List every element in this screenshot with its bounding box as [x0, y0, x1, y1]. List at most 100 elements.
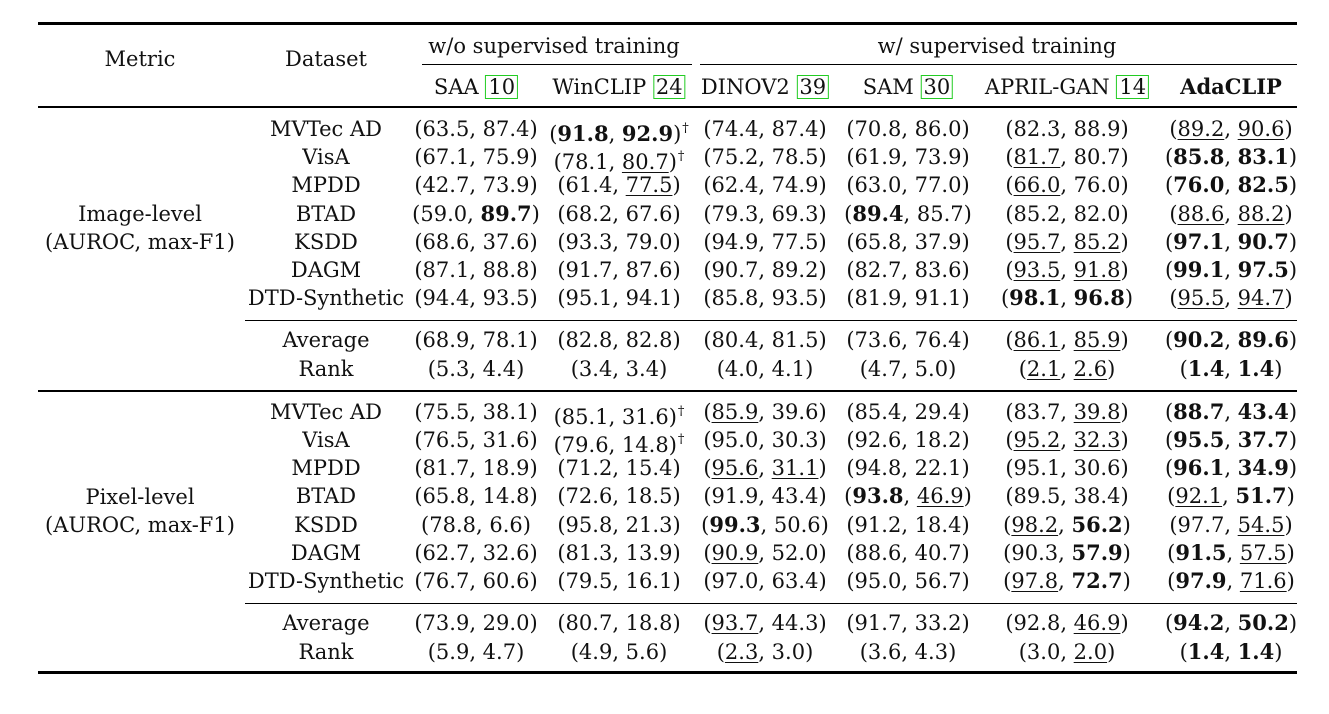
method-name: APRIL-GAN: [984, 75, 1110, 99]
auroc-value: 81.9: [854, 286, 902, 310]
auroc-value: 93.5: [1013, 258, 1061, 282]
auroc-value: 1.4: [1187, 356, 1225, 381]
f1-value: 32.3: [1073, 428, 1121, 452]
auroc-value: 88.6: [1177, 202, 1225, 226]
auroc-value: 68.6: [422, 230, 470, 254]
table-cell: (79.5, 16.1): [557, 569, 681, 593]
summary-label: Average: [282, 328, 370, 352]
auroc-value: 79.5: [565, 569, 613, 593]
f1-value: 29.0: [482, 611, 530, 635]
auroc-value: 99.3: [709, 512, 761, 537]
citation-box: 39: [796, 75, 830, 99]
f1-value: 91.1: [914, 286, 962, 310]
f1-value: 74.9: [771, 173, 819, 197]
auroc-value: 62.4: [711, 173, 759, 197]
table-cell: (3.6, 4.3): [859, 640, 957, 664]
auroc-value: 3.6: [867, 640, 902, 664]
table-cell: (63.5, 87.4): [414, 117, 538, 141]
auroc-value: 81.3: [565, 541, 613, 565]
auroc-value: 68.9: [422, 328, 470, 352]
auroc-value: 94.9: [711, 230, 759, 254]
method-name: SAA: [433, 75, 479, 99]
table-cell: (70.8, 86.0): [846, 117, 970, 141]
auroc-value: 95.0: [854, 569, 902, 593]
table-cell: (88.7, 43.4): [1164, 399, 1298, 424]
dataset-name: DAGM: [290, 258, 362, 282]
table-cell: (75.5, 38.1): [414, 400, 538, 424]
table-cell: (87.1, 88.8): [414, 258, 538, 282]
table-cell: (79.3, 69.3): [703, 202, 827, 226]
f1-value: 88.9: [1073, 117, 1121, 141]
f1-value: 63.4: [771, 569, 819, 593]
auroc-value: 3.0: [1026, 640, 1061, 664]
metric-header: Metric: [104, 47, 176, 71]
table-cell: (76.5, 31.6): [414, 428, 538, 452]
method-name: AdaCLIP: [1180, 74, 1282, 99]
citation-box: 24: [652, 75, 686, 99]
group-rule-sup: [700, 64, 1297, 65]
table-cell: (91.2, 18.4): [846, 513, 970, 537]
f1-value: 86.0: [914, 117, 962, 141]
f1-value: 57.9: [1071, 540, 1123, 565]
auroc-value: 85.8: [711, 286, 759, 310]
auroc-value: 97.7: [1177, 513, 1225, 537]
auroc-value: 95.8: [565, 513, 613, 537]
dataset-name: BTAD: [295, 484, 357, 508]
table-cell: (81.3, 13.9): [557, 541, 681, 565]
f1-value: 5.6: [625, 640, 660, 664]
auroc-value: 89.4: [852, 201, 904, 226]
auroc-value: 1.4: [1187, 639, 1225, 664]
f1-value: 1.4: [1237, 639, 1275, 664]
table-cell: (91.9, 43.4): [703, 484, 827, 508]
table-cell: (95.0, 56.7): [846, 569, 970, 593]
table-cell: (97.0, 63.4): [703, 569, 827, 593]
f1-value: 18.9: [482, 456, 530, 480]
table-cell: (91.7, 87.6): [557, 258, 681, 282]
auroc-value: 88.6: [854, 541, 902, 565]
f1-value: 18.5: [625, 484, 673, 508]
auroc-value: 90.7: [711, 258, 759, 282]
dataset-name: DTD-Synthetic: [247, 569, 405, 593]
f1-value: 50.2: [1237, 610, 1289, 635]
table-cell: (96.1, 34.9): [1164, 455, 1298, 480]
f1-value: 97.5: [1237, 257, 1289, 282]
auroc-value: 95.1: [1013, 456, 1061, 480]
f1-value: 94.1: [625, 286, 673, 310]
f1-value: 54.5: [1237, 513, 1285, 537]
auroc-value: 61.9: [854, 145, 902, 169]
table-cell: (81.7, 18.9): [414, 456, 538, 480]
auroc-value: 4.0: [724, 357, 759, 381]
f1-value: 79.0: [625, 230, 673, 254]
table-cell: (94.8, 22.1): [846, 456, 970, 480]
table-cell: (95.1, 30.6): [1005, 456, 1129, 480]
dataset-name: DAGM: [290, 541, 362, 565]
image-level-metrics-label: (AUROC, max-F1): [45, 230, 235, 254]
table-cell: (85.1, 31.6)†: [553, 404, 685, 429]
table-cell: (80.7, 18.8): [557, 611, 681, 635]
auroc-value: 62.7: [422, 541, 470, 565]
f1-value: 4.1: [771, 357, 806, 381]
table-cell: (92.8, 46.9): [1005, 611, 1129, 635]
auroc-value: 90.3: [1011, 541, 1059, 565]
table-cell: (68.2, 67.6): [557, 202, 681, 226]
table-cell: (95.8, 21.3): [557, 513, 681, 537]
auroc-value: 97.8: [1011, 569, 1059, 593]
table-cell: (76.0, 82.5): [1164, 172, 1298, 197]
dataset-name: MVTec AD: [270, 117, 382, 141]
auroc-value: 71.2: [565, 456, 613, 480]
dagger-mark: †: [677, 149, 685, 164]
f1-value: 82.8: [625, 328, 673, 352]
image-level-label: Image-level: [78, 202, 202, 226]
f1-value: 73.9: [482, 173, 530, 197]
group-rule-unsup: [422, 64, 692, 65]
table-cell: (95.0, 30.3): [703, 428, 827, 452]
f1-value: 89.2: [771, 258, 819, 282]
method-name: WinCLIP: [552, 75, 647, 99]
table-cell: (93.5, 91.8): [1005, 258, 1129, 282]
auroc-value: 92.8: [1013, 611, 1061, 635]
auroc-value: 80.4: [711, 328, 759, 352]
auroc-value: 75.2: [711, 145, 759, 169]
auroc-value: 63.0: [854, 173, 902, 197]
auroc-value: 76.5: [422, 428, 470, 452]
table-cell: (88.6, 40.7): [846, 541, 970, 565]
